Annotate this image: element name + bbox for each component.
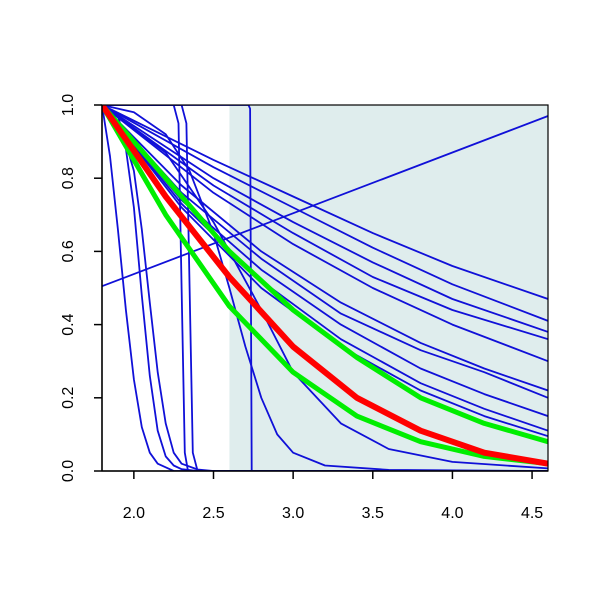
series-line-7 (102, 105, 548, 471)
series-line-20 (102, 105, 548, 445)
series-line-1 (102, 115, 548, 288)
series-line-15 (102, 105, 548, 392)
series-line-12 (102, 105, 548, 333)
series-line-21 (102, 105, 548, 467)
shaded-region (229, 105, 548, 471)
x-tick-label: 2.5 (202, 505, 224, 522)
x-tick-label: 3.0 (282, 505, 304, 522)
series-line-18 (102, 105, 548, 432)
x-tick-label: 2.0 (123, 505, 145, 522)
y-tick-label: 0.4 (60, 313, 77, 335)
series-line-2 (102, 105, 548, 471)
y-tick-label: 1.0 (60, 94, 77, 116)
series-line-10 (102, 105, 548, 300)
series-line-4 (102, 105, 548, 471)
y-tick-label: 0.0 (60, 460, 77, 482)
series-line-22 (102, 105, 548, 467)
y-tick-label: 0.2 (60, 387, 77, 409)
axes-layer: 2.0 2.5 3.0 3.5 4.0 4.5 0.0 0.2 0.4 0.6 0.8 1.0 (60, 94, 549, 522)
x-tick-label: 4.0 (441, 505, 463, 522)
x-tick-label: 3.5 (362, 505, 384, 522)
x-tick-label: 4.5 (521, 505, 543, 522)
series-line-13 (102, 105, 548, 341)
series-line-8 (102, 105, 548, 471)
y-tick-label: 0.8 (60, 167, 77, 189)
series-layer (102, 105, 548, 471)
series-line-14 (102, 105, 548, 363)
series-line-11 (102, 105, 548, 322)
series-line-5 (102, 105, 548, 471)
series-line-3 (102, 105, 548, 471)
y-tick-label: 0.6 (60, 240, 77, 262)
